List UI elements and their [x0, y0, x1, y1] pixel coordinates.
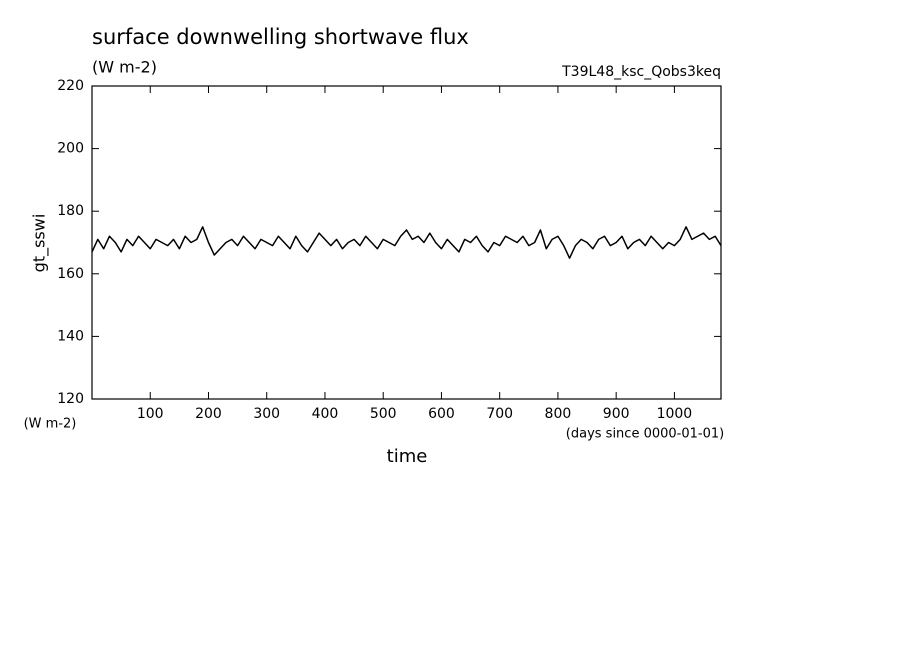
- x-tick-label: 500: [370, 406, 397, 422]
- y-tick-label: 200: [57, 141, 84, 157]
- y-tick-label: 180: [57, 203, 84, 219]
- x-units-label: (days since 0000-01-01): [566, 427, 724, 442]
- y-axis-label: gt_sswi: [30, 214, 50, 273]
- x-tick-label: 600: [428, 406, 455, 422]
- x-tick-label: 900: [603, 406, 630, 422]
- run-annotation: T39L48_ksc_Qobs3keq: [561, 64, 721, 80]
- x-tick-label: 100: [137, 406, 164, 422]
- x-tick-label: 800: [545, 406, 572, 422]
- units-label: (W m-2): [92, 58, 157, 77]
- y-tick-label: 120: [57, 391, 84, 407]
- chart-title: surface downwelling shortwave flux: [92, 25, 469, 49]
- plot-frame: [91, 85, 722, 400]
- x-tick-label: 700: [486, 406, 513, 422]
- x-tick-label: 400: [312, 406, 339, 422]
- y-tick-label: 220: [57, 78, 84, 94]
- x-axis-label: time: [387, 446, 428, 467]
- x-tick-label: 1000: [657, 406, 693, 422]
- y-tick-label: 160: [57, 266, 84, 282]
- data-line: [91, 226, 722, 259]
- x-tick-label: 200: [195, 406, 222, 422]
- x-tick-label: 300: [253, 406, 280, 422]
- y-tick-label: 140: [57, 328, 84, 344]
- y-units-label: (W m-2): [24, 417, 77, 432]
